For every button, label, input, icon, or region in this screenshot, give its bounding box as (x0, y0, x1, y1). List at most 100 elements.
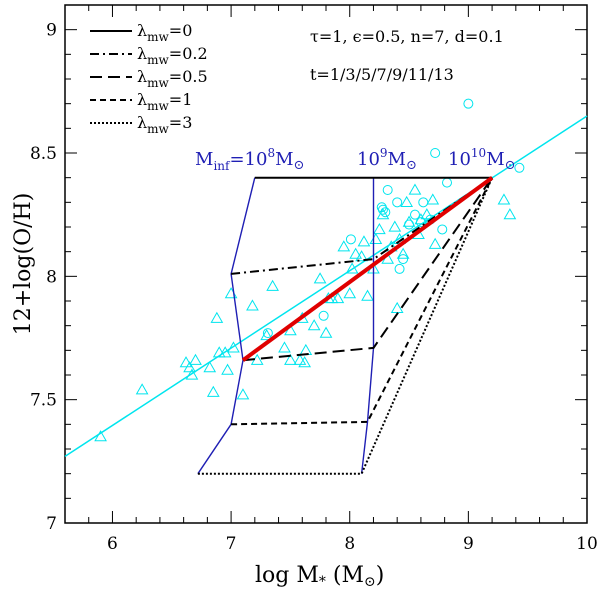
triangle-point (357, 235, 371, 247)
legend-entry-label: λmw=0 (137, 21, 192, 44)
triangle-point (349, 247, 363, 259)
triangle-point (355, 250, 368, 262)
x-axis-sun-icon: ⊙ (364, 574, 376, 590)
legend-entry-label: λmw=0.5 (137, 67, 208, 90)
circle-point (345, 234, 356, 245)
triangle-point (343, 287, 357, 299)
triangle-point (313, 272, 327, 284)
triangle-point (426, 193, 440, 205)
triangle-point (135, 383, 149, 395)
x-tick-label: 7 (226, 534, 237, 554)
triangle-point (236, 388, 250, 400)
isomass-line (360, 177, 375, 474)
triangle-point (503, 208, 517, 220)
params-line-2: t=1/3/5/7/9/11/13 (310, 65, 454, 84)
isomass-line (197, 177, 256, 475)
linear-fit-line (64, 115, 588, 458)
triangle-point (284, 353, 297, 365)
triangle-point (299, 343, 313, 355)
triangle-point (331, 292, 345, 304)
triangle-point (221, 363, 234, 375)
circle-points-layer (262, 98, 525, 339)
isomass-lines-layer (197, 177, 375, 475)
triangle-point (345, 262, 359, 274)
triangle-point (319, 326, 333, 338)
triangle-point (293, 353, 307, 365)
sun-icon: ⊙ (406, 158, 417, 173)
model-track-line (197, 177, 494, 475)
circle-point (463, 98, 474, 109)
model-track-line (231, 177, 493, 426)
triangle-point (185, 368, 199, 380)
triangle-point (408, 183, 422, 195)
circle-point (437, 224, 448, 235)
triangle-point (94, 430, 107, 442)
y-tick-label: 8.5 (30, 144, 57, 164)
triangle-point (179, 356, 193, 368)
isomass-label: 1010M⊙ (448, 146, 516, 173)
triangle-point (361, 289, 374, 301)
triangle-point (189, 353, 202, 365)
triangle-point (420, 208, 434, 220)
x-tick-label: 9 (463, 534, 474, 554)
x-tick-label: 8 (344, 534, 355, 554)
triangle-point (400, 195, 414, 207)
circle-point (398, 254, 409, 265)
red-line-layer (241, 176, 494, 362)
triangle-point (266, 279, 279, 291)
triangle-point (376, 208, 390, 220)
ticks-layer: 6 7 8 9 10 7 7.5 8 8.5 9 (30, 4, 598, 554)
params-line-1: τ=1, ϵ=0.5, n=7, d=0.1 (310, 27, 504, 46)
triangle-point (497, 193, 511, 205)
isomass-label: Minf=108M⊙ (195, 146, 304, 173)
sun-icon: ⊙ (505, 158, 516, 173)
circle-point (318, 310, 329, 321)
triangle-point (307, 319, 321, 331)
model-track-line (230, 176, 493, 275)
triangle-point (224, 287, 238, 299)
triangle-point (337, 240, 351, 252)
circle-point (430, 148, 441, 158)
legend-entry-label: λmw=0.2 (137, 44, 208, 67)
circle-point (376, 202, 387, 213)
y-tick-label: 9 (46, 21, 57, 41)
triangle-point (227, 341, 240, 353)
isomass-label: 109M⊙ (357, 146, 417, 173)
triangle-point (373, 222, 386, 235)
circle-point (442, 177, 453, 188)
mass-labels: Minf=108M⊙ 109M⊙ 1010M⊙ (195, 146, 516, 173)
circle-point (377, 204, 388, 215)
circle-point (394, 263, 405, 274)
triangle-point (203, 361, 217, 373)
x-tick-label: 6 (107, 534, 118, 554)
circle-point (382, 185, 393, 195)
y-tick-label: 7 (46, 514, 57, 534)
triangle-point (396, 247, 410, 259)
triangle-point (388, 220, 402, 232)
y-tick-label: 7.5 (30, 391, 57, 411)
legend-entry-label: λmw=1 (137, 90, 192, 113)
circle-point (415, 217, 426, 228)
y-tick-label: 8 (46, 267, 57, 287)
triangle-point (390, 301, 404, 314)
circle-point (514, 162, 525, 173)
triangle-point (402, 215, 416, 227)
y-axis-label: 12+log(O/H) (11, 193, 36, 336)
circle-point (418, 197, 429, 208)
triangle-point (210, 311, 224, 323)
triangle-point (206, 385, 220, 397)
circle-point (380, 207, 391, 218)
circle-point (404, 219, 415, 230)
model-track-line (242, 177, 493, 362)
x-tick-label: 10 (576, 534, 598, 554)
triangle-point (298, 356, 312, 368)
triangle-point (369, 232, 383, 244)
circle-point (409, 209, 420, 220)
circle-point (262, 328, 273, 339)
circle-point (392, 197, 403, 208)
triangle-point (183, 361, 196, 373)
triangle-point (278, 341, 291, 353)
model-tracks-layer (197, 176, 494, 475)
triangle-point (428, 237, 442, 249)
